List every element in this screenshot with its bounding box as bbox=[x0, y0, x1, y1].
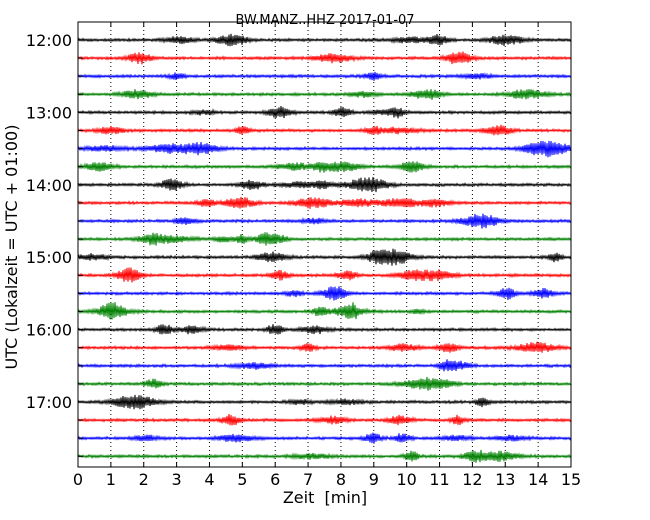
y-tick-label: 16:00 bbox=[26, 321, 72, 340]
x-tick-label: 1 bbox=[106, 470, 116, 489]
x-tick-label: 13 bbox=[495, 470, 515, 489]
trace-1600 bbox=[77, 324, 572, 335]
x-tick-label: 3 bbox=[172, 470, 182, 489]
trace-1245 bbox=[77, 89, 572, 100]
trace-1400 bbox=[77, 177, 572, 193]
x-tick-label: 2 bbox=[139, 470, 149, 489]
trace-1715 bbox=[77, 413, 572, 426]
x-tick-label: 4 bbox=[204, 470, 214, 489]
trace-1530 bbox=[77, 286, 572, 301]
trace-1545 bbox=[77, 302, 572, 320]
y-tick-label: 13:00 bbox=[26, 103, 72, 122]
plot-frame bbox=[77, 21, 572, 468]
trace-1415 bbox=[77, 196, 572, 209]
x-tick-label: 14 bbox=[528, 470, 548, 489]
y-tick-label: 12:00 bbox=[26, 31, 72, 50]
trace-1645 bbox=[77, 376, 572, 391]
x-tick-label: 15 bbox=[561, 470, 581, 489]
trace-1730 bbox=[77, 432, 572, 444]
x-axis-ticks: 0 1 2 3 4 5 6 7 8 9 10 11 12 13 14 15 bbox=[73, 22, 581, 489]
x-tick-label: 10 bbox=[396, 470, 416, 489]
trace-1630 bbox=[77, 359, 572, 372]
trace-1300 bbox=[77, 105, 572, 119]
x-tick-label: 12 bbox=[462, 470, 482, 489]
trace-1445 bbox=[77, 232, 572, 246]
trace-1200 bbox=[77, 33, 572, 47]
trace-1700 bbox=[77, 394, 572, 410]
x-tick-label: 6 bbox=[270, 470, 280, 489]
x-tick-label: 7 bbox=[303, 470, 313, 489]
trace-1315 bbox=[77, 124, 572, 136]
trace-1500 bbox=[77, 248, 572, 266]
trace-1615 bbox=[77, 341, 572, 353]
x-tick-label: 9 bbox=[369, 470, 379, 489]
x-axis-label: Zeit [min] bbox=[283, 488, 367, 507]
x-tick-label: 11 bbox=[429, 470, 449, 489]
trace-1745 bbox=[77, 449, 572, 463]
seismic-traces bbox=[77, 33, 572, 463]
y-axis-label: UTC (Lokalzeit = UTC + 01:00) bbox=[2, 125, 21, 370]
trace-1515 bbox=[77, 267, 572, 283]
x-tick-label: 0 bbox=[73, 470, 83, 489]
x-tick-label: 8 bbox=[336, 470, 346, 489]
chart-title: BW.MANZ..HHZ 2017-01-07 bbox=[235, 13, 414, 28]
trace-1345 bbox=[77, 160, 572, 173]
trace-1330 bbox=[77, 140, 572, 158]
trace-1215 bbox=[77, 51, 572, 65]
x-tick-label: 5 bbox=[237, 470, 247, 489]
trace-1430 bbox=[77, 213, 572, 229]
trace-1230 bbox=[77, 71, 572, 81]
y-tick-label: 15:00 bbox=[26, 248, 72, 267]
y-axis-ticks: 12:00 13:00 14:00 15:00 16:00 17:00 bbox=[26, 31, 83, 457]
y-tick-label: 17:00 bbox=[26, 393, 72, 412]
y-tick-label: 14:00 bbox=[26, 176, 72, 195]
